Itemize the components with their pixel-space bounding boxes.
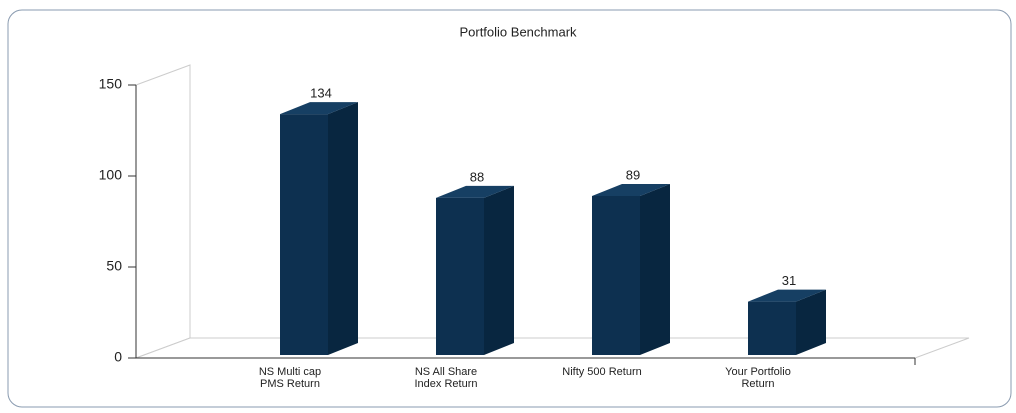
back-wall [135,64,191,359]
value-label: 134 [310,86,332,101]
bar [748,289,826,355]
bar-side [328,102,358,356]
bar-side [484,185,514,355]
floor [135,337,970,359]
bar-front [280,114,328,356]
bar-side [796,289,826,355]
bar-top [280,102,358,115]
bar-side [640,184,670,355]
chart-title: Portfolio Benchmark [459,24,577,39]
bar-top [436,185,514,198]
y-tick-label: 0 [114,349,122,365]
x-tick-label: Your Portfolio Return [725,366,791,390]
value-label: 88 [470,169,484,184]
y-tick-label: 100 [99,167,123,183]
bar-front [592,196,640,355]
bar [280,102,358,356]
value-label: 89 [626,167,640,182]
x-tick-label: NS Multi cap PMS Return [258,366,322,390]
bar [592,184,670,355]
bar [436,185,514,355]
y-tick-label: 150 [99,76,123,92]
bar-top [592,184,670,197]
value-label: 31 [782,273,796,288]
x-tick-label: NS All Share Index Return [414,366,478,390]
bar-top [748,289,826,302]
y-tick-label: 50 [106,258,122,274]
bar-front [748,301,796,355]
bar-front [436,197,484,355]
x-tick-label: Nifty 500 Return [562,366,642,378]
